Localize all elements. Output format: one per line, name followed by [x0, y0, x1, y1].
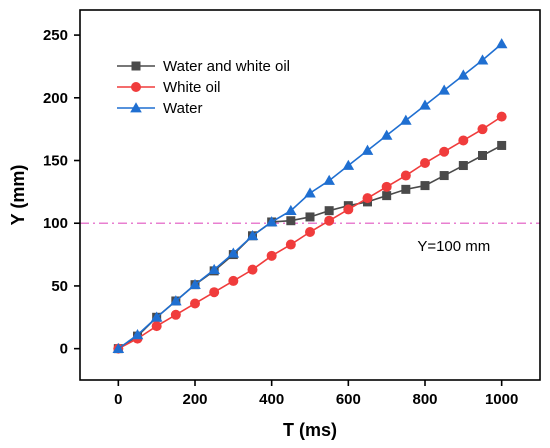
series-2-point-5: [208, 263, 220, 274]
series-0-point-16: [420, 181, 430, 191]
series-2-point-0: [112, 342, 125, 353]
series-2-point-11: [323, 174, 335, 185]
series-2-point-2: [150, 311, 163, 322]
series-2-point-3: [170, 295, 182, 306]
series-1-point-3: [170, 309, 181, 320]
series-1-point-15: [400, 170, 411, 181]
series-1-point-13: [362, 193, 373, 204]
series-1-point-8: [266, 250, 277, 261]
series-2-point-1: [131, 329, 144, 340]
series-1-point-9: [285, 239, 296, 250]
series-0-point-9: [286, 216, 296, 226]
series-1-point-2: [151, 321, 162, 332]
series-1-point-19: [477, 124, 488, 135]
series-1-point-17: [439, 146, 450, 157]
series-2-point-7: [246, 229, 259, 241]
series-1-point-5: [209, 287, 220, 298]
series-1-point-11: [324, 215, 335, 226]
x-tick-label-0: 0: [114, 391, 122, 408]
series-1-point-20: [496, 111, 507, 122]
axes: 0 200 400 600 800 1000 0 50 100 150 200 250: [43, 9, 541, 408]
y-tick-label-250: 250: [43, 27, 68, 44]
series-0-point-15: [401, 184, 411, 194]
legend-marker-0: [131, 61, 141, 71]
series-0-point-10: [305, 212, 315, 222]
series-0-point-11: [324, 206, 334, 216]
y-axis-title: Y (mm): [8, 165, 28, 226]
x-tick-label-800: 800: [412, 391, 437, 408]
x-tick-label-600: 600: [336, 391, 361, 408]
series-2-point-16: [419, 99, 431, 110]
series-2-point-8: [265, 216, 278, 227]
legend-entry-0: Water and white oil: [117, 58, 290, 75]
series-1-point-18: [458, 135, 469, 146]
series-1-point-7: [247, 264, 258, 275]
y-tick-label-0: 0: [60, 341, 68, 358]
series-2-point-4: [189, 278, 201, 290]
series-1-point-10: [305, 227, 315, 237]
x-tick-label-400: 400: [259, 391, 284, 408]
reference-line-label: Y=100 mm: [417, 238, 490, 255]
y-tick-label-150: 150: [43, 153, 68, 170]
series-2-point-19: [476, 54, 489, 65]
series-2-point-18: [457, 69, 470, 80]
x-axis-title: T (ms): [283, 420, 337, 440]
legend-entry-1: White oil: [117, 79, 221, 96]
legend-entry-2: Water: [117, 100, 202, 117]
series-2-point-15: [400, 114, 412, 125]
series-2-point-14: [380, 129, 393, 140]
legend-label-1: White oil: [163, 79, 221, 96]
series-0-point-17: [439, 171, 449, 181]
legend-label-0: Water and white oil: [163, 58, 290, 75]
series-2-point-20: [495, 38, 508, 49]
legend: Water and white oil White oil Water: [117, 58, 290, 117]
x-tick-label-1000: 1000: [485, 391, 518, 408]
plot-frame: [79, 9, 541, 381]
y-tick-label-50: 50: [51, 278, 68, 295]
series-2-point-10: [304, 187, 316, 198]
y-tick-label-200: 200: [43, 90, 68, 107]
x-tick-label-200: 200: [182, 391, 207, 408]
series-0-point-18: [458, 161, 468, 171]
series-0-point-20: [497, 140, 507, 150]
series-2-point-6: [227, 247, 240, 258]
series-2-point-17: [438, 84, 450, 95]
series-2-point-9: [285, 204, 297, 216]
series-group: [112, 38, 508, 354]
series-1-point-14: [381, 181, 392, 192]
legend-label-2: Water: [163, 100, 202, 117]
series-0-point-14: [382, 191, 392, 201]
legend-marker-2: [130, 102, 142, 113]
series-2-point-13: [361, 144, 374, 155]
series-0-point-19: [478, 150, 487, 160]
y-tick-label-100: 100: [43, 215, 68, 232]
legend-marker-1: [131, 82, 141, 92]
series-2-point-12: [342, 159, 355, 170]
series-1-point-12: [343, 204, 354, 215]
series-1-point-4: [190, 298, 200, 309]
series-1-point-6: [228, 275, 239, 286]
series-1-point-16: [420, 158, 430, 169]
series-2: [112, 38, 508, 353]
series-1: [113, 111, 507, 354]
